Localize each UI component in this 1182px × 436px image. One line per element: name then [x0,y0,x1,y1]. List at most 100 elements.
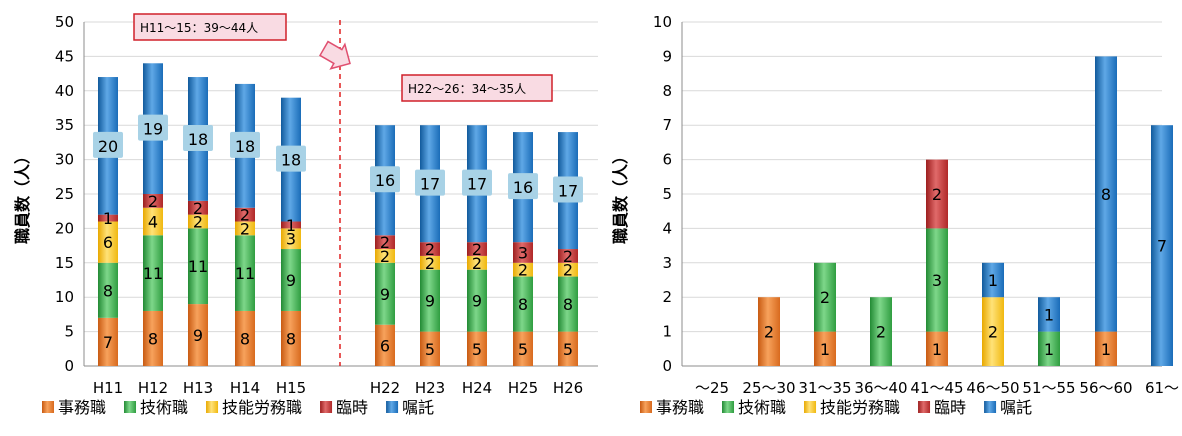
bar-segment [281,310,301,366]
bar-segment [281,249,301,311]
y-tick-label: 4 [662,219,672,237]
data-label: 2 [425,254,435,273]
bar-segment [375,324,395,366]
bar-segment [188,304,208,366]
data-label: 1 [103,209,113,228]
data-label: 9 [425,292,435,311]
data-label: 3 [286,230,296,249]
y-tick-label: 50 [55,13,74,31]
data-label: 18 [281,151,301,170]
data-label: 8 [103,281,113,300]
data-label: 2 [472,254,482,273]
y-tick-label: 40 [55,82,74,100]
bar-segment [420,242,440,256]
data-label: 3 [518,243,528,262]
data-label: 11 [188,257,208,276]
data-label: 2 [563,261,573,280]
data-label: 5 [472,340,482,359]
x-tick-label: 〜25 [695,379,729,397]
data-label: 8 [518,295,528,314]
bar-segment [558,249,578,263]
bar-segment [814,331,836,366]
annotation-text: H22〜26：34〜35人 [408,82,526,96]
data-label: 2 [988,323,998,342]
bar-segment [513,242,533,263]
y-tick-label: 0 [64,357,74,375]
x-tick-label: H23 [415,379,445,397]
data-label: 17 [558,182,578,201]
data-label: 2 [240,219,250,238]
bar-segment [558,276,578,332]
data-label: 1 [932,340,942,359]
bar-segment [281,228,301,250]
bar-segment [143,194,163,208]
data-label-box [230,131,260,158]
data-label: 1 [820,340,830,359]
data-label: 5 [425,340,435,359]
y-tick-label: 9 [662,47,672,65]
data-label: 20 [98,137,118,156]
x-tick-label: 25〜30 [742,379,795,397]
y-tick-label: 30 [55,151,74,169]
y-tick-label: 7 [662,116,672,134]
legend-label: 技術職 [140,398,188,417]
y-tick-label: 1 [662,323,672,341]
data-label: 9 [380,285,390,304]
y-tick-label: 10 [653,13,672,31]
x-tick-label: H11 [93,379,123,397]
data-label: 1 [1044,305,1054,324]
bar-segment [98,214,118,222]
bar-segment [143,207,163,236]
bar-segment [758,297,780,366]
legend-swatch [918,401,931,413]
data-label-box [370,166,400,193]
legend-label: 技能労務職 [820,398,900,417]
bar-segment [98,221,118,263]
x-tick-label: 56〜60 [1079,379,1132,397]
bar-segment [375,235,395,250]
data-label: 8 [286,329,296,348]
y-tick-label: 3 [662,254,672,272]
data-label: 8 [1101,185,1111,204]
data-label: 2 [380,247,390,266]
bar-segment [281,221,301,229]
y-tick-label: 10 [55,288,74,306]
data-label: 7 [1157,237,1167,256]
annotation-box [401,74,553,102]
y-tick-label: 20 [55,219,74,237]
x-tick-label: H14 [230,379,260,397]
data-label: 9 [286,271,296,290]
data-label: 2 [876,323,886,342]
bar-segment [375,262,395,325]
legend-label: 臨時 [934,398,966,417]
data-label: 5 [518,340,528,359]
legend-label: 嘱託 [402,398,434,417]
bar-segment [467,269,487,332]
data-label: 2 [425,240,435,259]
bar-segment [143,310,163,366]
bar-segment [98,317,118,366]
data-label: 18 [235,137,255,156]
data-label: 8 [563,295,573,314]
data-label: 2 [472,240,482,259]
y-tick-label: 45 [55,47,74,65]
bar-segment [420,255,440,270]
x-tick-label: H26 [553,379,583,397]
bar-segment [926,159,948,229]
arrow-icon [318,40,351,70]
data-label: 9 [472,292,482,311]
y-tick-label: 15 [55,254,74,272]
bar-segment [467,242,487,256]
bar-segment [870,297,892,366]
data-label: 1 [988,271,998,290]
data-label: 1 [1044,340,1054,359]
legend-swatch [804,401,817,413]
data-label-box [276,145,306,172]
data-label: 2 [148,192,158,211]
bar-segment [98,262,118,318]
bar-segment [467,255,487,270]
data-label: 6 [103,233,113,252]
data-label: 11 [235,264,255,283]
data-label: 6 [380,336,390,355]
bar-segment [188,200,208,215]
